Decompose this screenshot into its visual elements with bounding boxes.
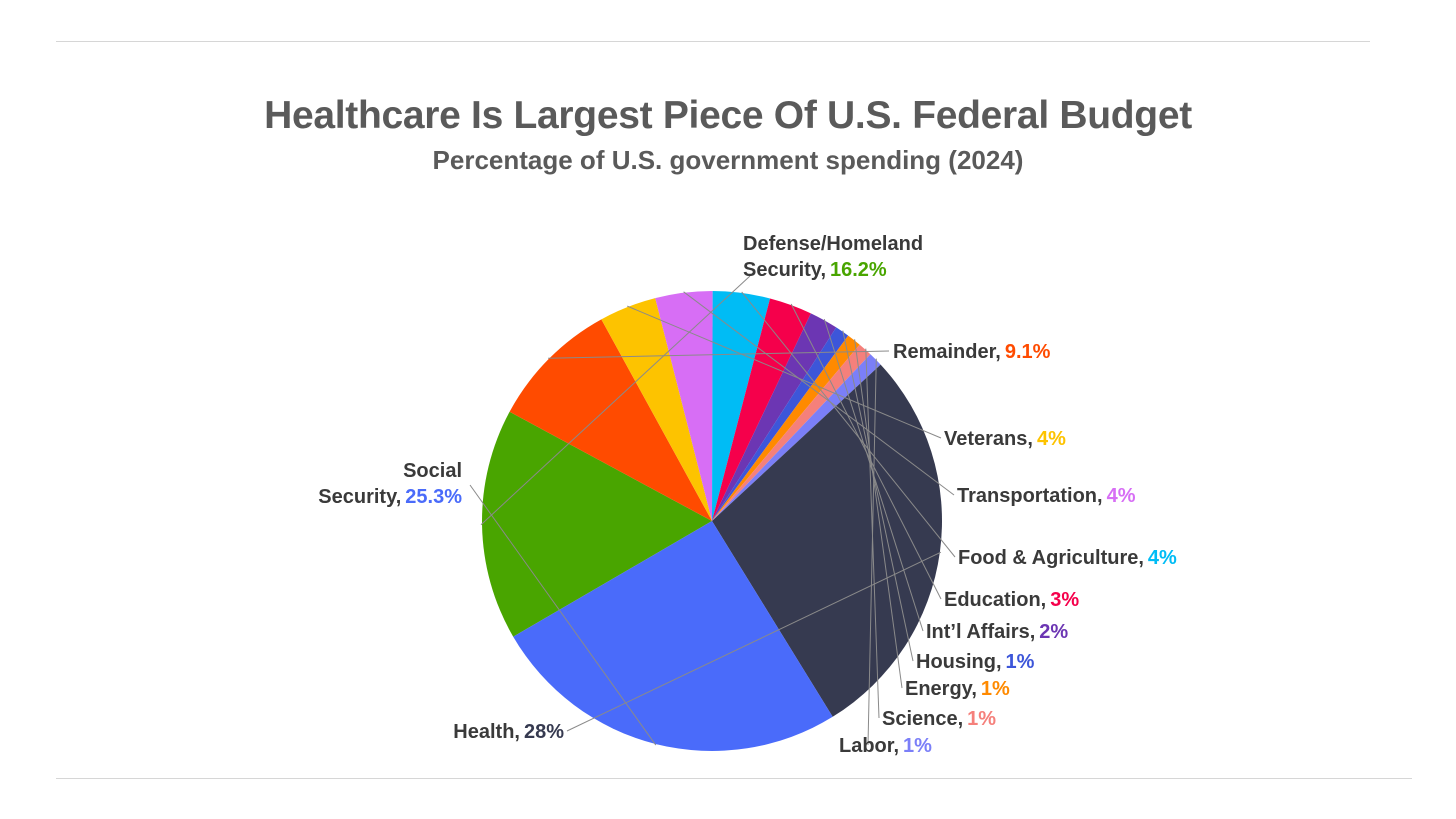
chart-subtitle: Percentage of U.S. government spending (… [432, 145, 1024, 175]
leader-lines [469, 275, 956, 746]
slice-label-name: Food & Agriculture, [958, 547, 1144, 569]
slice-value-label: 4% [1148, 547, 1177, 569]
pie-slice-defense-homeland-security [482, 411, 712, 637]
slice-value-label: 1% [967, 708, 996, 730]
slice-label-name: Labor, [839, 735, 899, 757]
slice-value-label: 28% [524, 721, 564, 743]
slice-value-label: 3% [1050, 589, 1079, 611]
slice-label-name: Veterans, [944, 428, 1033, 450]
pie-slice-food-agriculture [712, 291, 771, 521]
slice-label-defense-homeland-security: Defense/Homeland Security, 16.2% [743, 233, 923, 281]
slice-value-label: 25.3% [405, 486, 462, 508]
leader-line-energy [854, 339, 903, 689]
slice-label-veterans: Veterans, 4% [944, 428, 1066, 450]
slice-label-transportation: Transportation, 4% [957, 485, 1136, 507]
pie-slice-energy [712, 335, 860, 521]
pie-slice-veterans [601, 298, 712, 521]
leader-line-housing [842, 330, 914, 662]
bottom-divider [56, 778, 1412, 779]
slice-value-label: 9.1% [1005, 341, 1051, 363]
slice-value-label: 4% [1037, 428, 1066, 450]
pie-slice-housing [712, 327, 849, 521]
leader-line-food-agriculture [741, 291, 956, 558]
slice-value-label: 4% [1107, 485, 1136, 507]
slice-label-name: Security, [318, 486, 401, 508]
pie-slices [482, 290, 942, 751]
slice-labels: Defense/Homeland Security, 16.2%Remainder,… [318, 233, 1177, 757]
slice-value-label: 2% [1039, 621, 1068, 643]
pie-slice-int-l-affairs [712, 313, 837, 521]
slice-label-health: Health, 28% [453, 721, 564, 743]
leader-line-veterans [627, 305, 942, 439]
leader-line-remainder [548, 350, 890, 359]
slice-label-name: Defense/Homeland [743, 233, 923, 255]
slice-value-label: 16.2% [830, 259, 887, 281]
leader-line-social-security [469, 484, 657, 746]
slice-label-housing: Housing, 1% [916, 651, 1035, 673]
slice-value-label: 1% [1006, 651, 1035, 673]
slice-label-name: Social [403, 460, 462, 482]
slice-label-science: Science, 1% [882, 708, 996, 730]
leader-line-labor [867, 358, 877, 746]
slice-label-name: Science, [882, 708, 963, 730]
pie-slice-transportation [655, 290, 713, 521]
slice-label-int-l-affairs: Int’l Affairs, 2% [926, 621, 1068, 643]
slice-label-name: Education, [944, 589, 1046, 611]
pie-slice-health [712, 364, 942, 717]
slice-label-remainder: Remainder, 9.1% [893, 341, 1051, 363]
pie-slice-science [712, 344, 871, 521]
slice-label-education: Education, 3% [944, 589, 1079, 611]
slice-label-name: Remainder, [893, 341, 1001, 363]
slice-label-name: Energy, [905, 678, 977, 700]
leader-line-health [566, 551, 942, 732]
pie-slice-education [712, 298, 811, 521]
slice-value-label: 1% [903, 735, 932, 757]
slice-label-name: Housing, [916, 651, 1002, 673]
slice-label-name: Int’l Affairs, [926, 621, 1035, 643]
top-divider [56, 41, 1370, 42]
slice-label-name: Security, [743, 259, 826, 281]
pie-slice-social-security [513, 521, 833, 751]
pie-slice-remainder [509, 319, 712, 521]
slice-label-energy: Energy, 1% [905, 678, 1010, 700]
slice-label-name: Health, [453, 721, 520, 743]
slice-label-food-agriculture: Food & Agriculture, 4% [958, 547, 1177, 569]
leader-line-defense-homeland-security [480, 275, 751, 526]
slice-value-label: 1% [981, 678, 1010, 700]
slice-label-social-security: Social Security, 25.3% [318, 460, 462, 508]
slice-label-labor: Labor, 1% [839, 735, 932, 757]
slice-label-name: Transportation, [957, 485, 1103, 507]
leader-line-transportation [683, 291, 955, 496]
chart-title: Healthcare Is Largest Piece Of U.S. Fede… [264, 94, 1192, 137]
pie-slice-labor [712, 354, 881, 521]
